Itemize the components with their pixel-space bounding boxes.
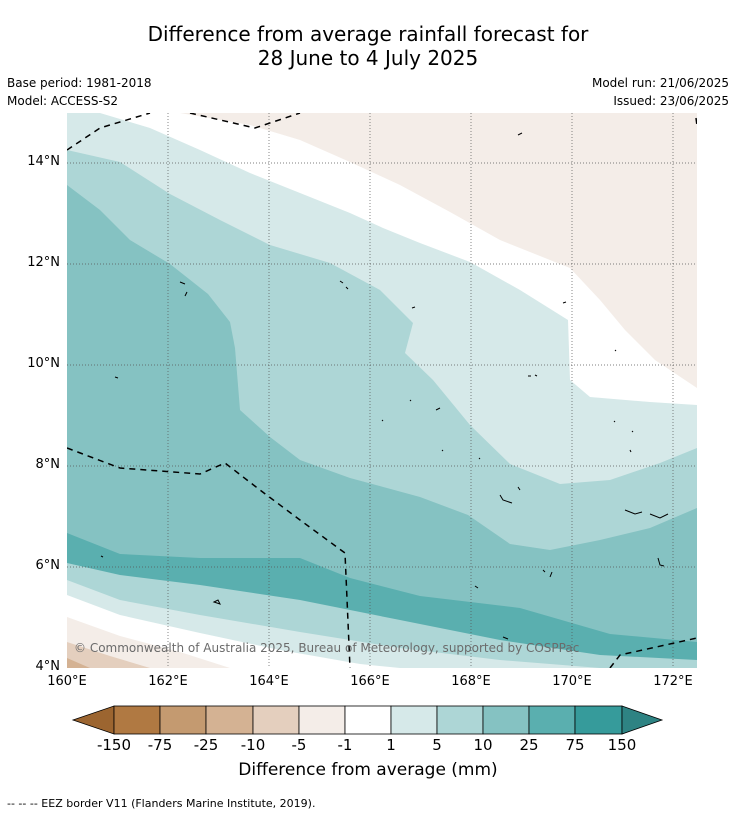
x-tick: 172°E <box>653 674 693 689</box>
model-run: Model run: 21/06/2025 <box>591 76 729 90</box>
colorbar-label: -10 <box>240 736 266 754</box>
colorbar-label: -150 <box>96 736 132 754</box>
band-minus5-10 <box>67 642 150 668</box>
copyright-notice: © Commonwealth of Australia 2025, Bureau… <box>74 641 580 655</box>
x-tick: 160°E <box>47 674 87 689</box>
gridlines <box>67 113 697 668</box>
meta-left: Base period: 1981-2018 Model: ACCESS-S2 <box>7 74 152 110</box>
eez-footnote: -- -- -- EEZ border V11 (Flanders Marine… <box>7 797 316 810</box>
colorbar-extend-high <box>621 705 664 735</box>
colorbar-title: Difference from average (mm) <box>238 760 498 780</box>
band-minus10-25 <box>67 658 90 668</box>
x-tick: 168°E <box>451 674 491 689</box>
band-minus1-5 <box>180 113 697 388</box>
colorbar-label: 150 <box>607 736 637 754</box>
y-tick: 4°N <box>35 659 61 674</box>
x-tick: 166°E <box>350 674 390 689</box>
colorbar-label: 75 <box>565 736 585 754</box>
colorbar-label: 10 <box>473 736 493 754</box>
eez-borders <box>67 113 697 668</box>
y-tick: 14°N <box>27 154 60 169</box>
colorbar-label: 5 <box>432 736 442 754</box>
colorbar <box>71 705 664 735</box>
meta-right: Model run: 21/06/2025 Issued: 23/06/2025 <box>592 74 729 110</box>
issued-date: Issued: 23/06/2025 <box>613 94 729 108</box>
colorbar-label: 25 <box>519 736 539 754</box>
base-period: Base period: 1981-2018 <box>7 76 152 90</box>
map-title: Difference from average rainfall forecas… <box>0 22 736 70</box>
band-minus1-5-south <box>67 617 230 668</box>
colorbar-label: 1 <box>386 736 396 754</box>
y-tick: 8°N <box>35 457 61 472</box>
rainfall-anomaly-map <box>67 113 697 668</box>
title-line-2: 28 June to 4 July 2025 <box>257 46 479 70</box>
colorbar-label: -75 <box>147 736 173 754</box>
x-tick: 162°E <box>148 674 188 689</box>
y-tick: 6°N <box>35 558 61 573</box>
x-tick: 164°E <box>249 674 289 689</box>
title-line-1: Difference from average rainfall forecas… <box>147 22 589 46</box>
colorbar-label: -1 <box>337 736 353 754</box>
y-tick: 10°N <box>27 356 60 371</box>
colorbar-label: -5 <box>291 736 307 754</box>
colorbar-label: -25 <box>193 736 219 754</box>
model-name: Model: ACCESS-S2 <box>7 94 119 108</box>
x-tick: 170°E <box>552 674 592 689</box>
colorbar-extend-low <box>71 705 115 735</box>
y-tick: 12°N <box>27 255 60 270</box>
islands <box>100 132 669 640</box>
